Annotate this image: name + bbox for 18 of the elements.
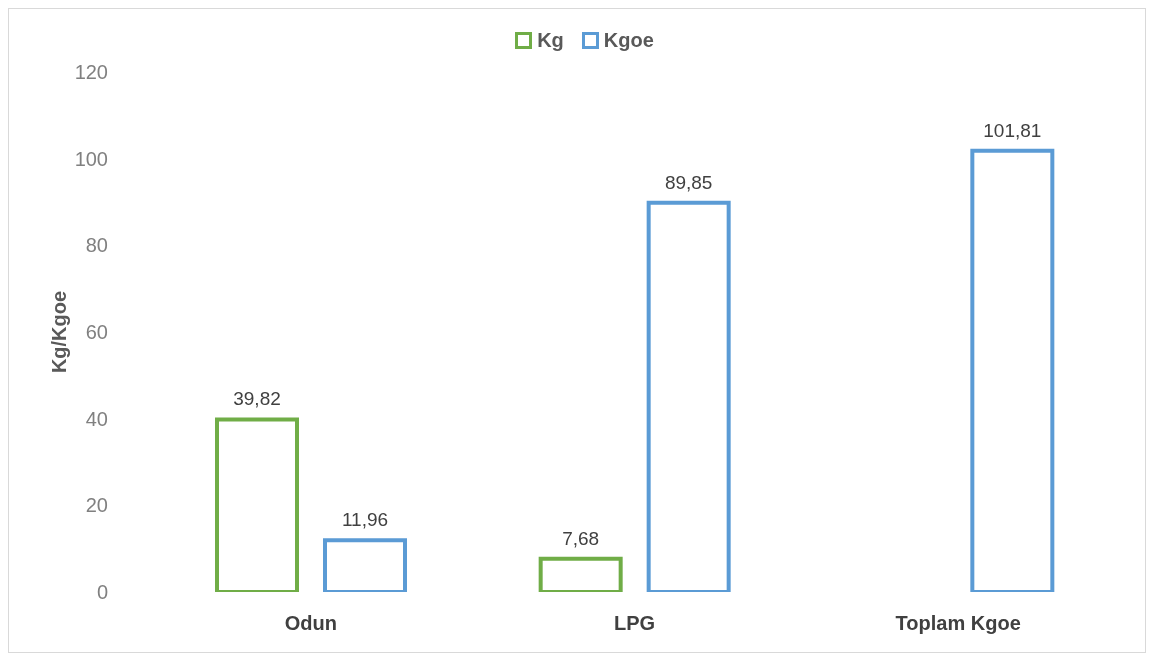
legend-label: Kg [536, 29, 564, 52]
y-tick-label: 0 [96, 581, 108, 604]
x-tick-label: Odun [284, 612, 337, 635]
y-tick-label: 40 [85, 407, 108, 430]
x-tick-label: LPG [613, 612, 656, 635]
y-tick-label: 60 [85, 321, 108, 344]
y-tick-label: 100 [74, 147, 108, 170]
data-label: 11,96 [341, 509, 389, 531]
y-tick-label: 20 [85, 494, 108, 517]
legend-label: Kgoe [602, 29, 654, 52]
data-label: 7,68 [562, 527, 600, 549]
y-tick-label: 120 [74, 61, 108, 84]
data-label: 89,85 [664, 171, 713, 193]
x-tick-label: Toplam Kgoe [895, 612, 1021, 635]
y-tick-label: 80 [85, 234, 108, 257]
data-label: 39,82 [233, 388, 281, 410]
data-label: 101,81 [983, 119, 1042, 141]
y-axis-title: Kg/Kgoe [48, 290, 71, 374]
